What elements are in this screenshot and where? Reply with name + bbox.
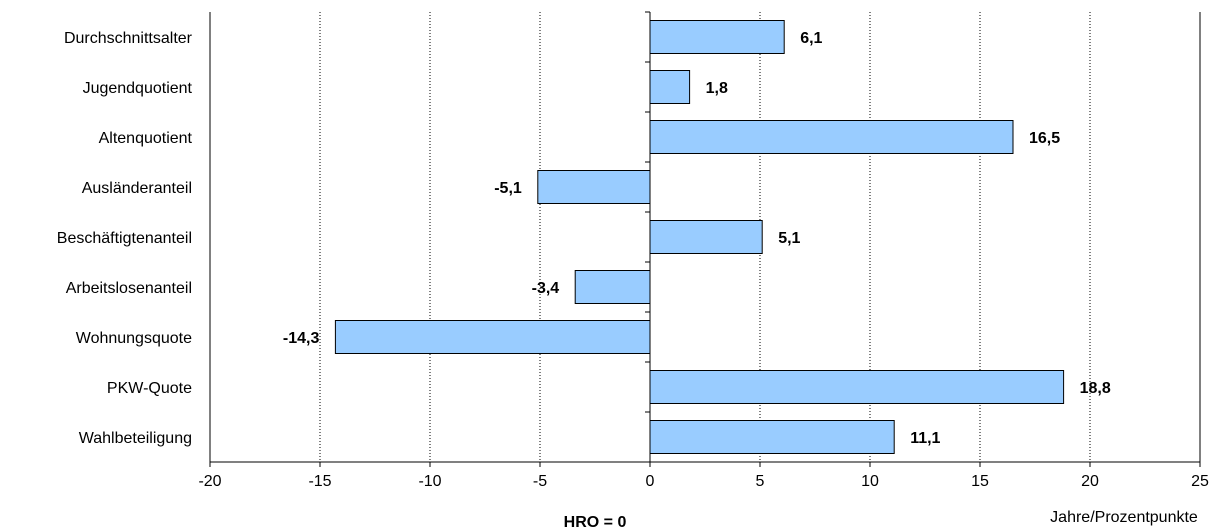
x-tick-label: 25 <box>1191 473 1209 490</box>
data-label: 16,5 <box>1029 130 1060 147</box>
bar <box>574 270 651 304</box>
data-label: -14,3 <box>283 330 320 347</box>
data-label: -3,4 <box>532 280 560 297</box>
x-axis-label: Jahre/Prozentpunkte <box>1050 509 1198 526</box>
bar <box>649 220 763 254</box>
x-tick-label: 20 <box>1081 473 1099 490</box>
bars <box>334 20 1065 454</box>
labels: -20 -15 -10 -5 0 5 10 15 20 25 Durchschnittsalter 6… <box>57 30 1209 490</box>
x-tick-label: -5 <box>533 473 547 490</box>
bar <box>649 420 895 454</box>
x-tick-label: -10 <box>418 473 441 490</box>
category-label: Ausländeranteil <box>82 180 192 197</box>
bar <box>649 70 691 104</box>
grid-lines <box>319 12 1091 462</box>
data-label: 5,1 <box>778 230 800 247</box>
category-label: Wohnungsquote <box>76 330 192 347</box>
x-tick-label: 0 <box>646 473 655 490</box>
bar <box>649 370 1065 404</box>
axes <box>209 11 1201 467</box>
data-label: 18,8 <box>1080 380 1111 397</box>
category-label: Durchschnittsalter <box>64 30 193 47</box>
data-label: 11,1 <box>910 430 940 447</box>
x-tick-label: -20 <box>198 473 221 490</box>
baseline-label: HRO = 0 <box>564 514 627 530</box>
data-label: 6,1 <box>800 30 822 47</box>
category-label: PKW-Quote <box>107 380 192 397</box>
bar <box>537 170 651 204</box>
category-label: Wahlbeteiligung <box>79 430 192 447</box>
category-label: Jugendquotient <box>83 80 193 97</box>
category-label: Arbeitslosenanteil <box>66 280 192 297</box>
x-tick-label: 15 <box>971 473 989 490</box>
bar <box>649 120 1014 154</box>
category-label: Altenquotient <box>99 130 193 147</box>
bar <box>334 320 651 354</box>
x-tick-label: -15 <box>308 473 331 490</box>
category-label: Beschäftigtenanteil <box>57 230 192 247</box>
bar <box>649 20 785 54</box>
data-label: -5,1 <box>494 180 522 197</box>
data-label: 1,8 <box>706 80 728 97</box>
x-tick-label: 5 <box>756 473 765 490</box>
x-tick-label: 10 <box>861 473 879 490</box>
